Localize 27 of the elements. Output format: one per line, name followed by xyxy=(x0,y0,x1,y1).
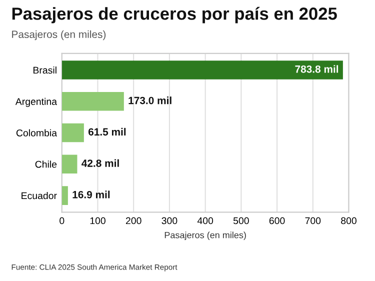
chart-title: Pasajeros de cruceros por país en 2025 xyxy=(12,6,337,24)
x-tick-label: 700 xyxy=(305,217,321,224)
y-tick-label: Ecuador xyxy=(22,192,57,200)
x-tick-label: 800 xyxy=(341,217,356,224)
y-tick-label: Colombia xyxy=(16,129,58,136)
x-tick-label: 300 xyxy=(162,217,178,224)
y-tick-label: Argentina xyxy=(15,98,58,107)
y-tick-label: Chile xyxy=(35,160,57,168)
data-label: 783.8 mil xyxy=(295,65,338,73)
data-label: 61.5 mil xyxy=(88,128,126,136)
bar xyxy=(62,186,68,205)
x-tick-label: 200 xyxy=(126,217,142,224)
y-tick-label: Brasil xyxy=(34,66,56,74)
x-tick-label: 500 xyxy=(233,217,249,224)
x-tick-label: 100 xyxy=(90,217,106,224)
data-label: 173.0 mil xyxy=(128,96,172,104)
chart-subtitle: Pasajeros (en miles) xyxy=(12,30,106,40)
x-tick-label: 400 xyxy=(197,217,214,224)
bar xyxy=(62,60,343,80)
bar xyxy=(62,154,78,174)
bar xyxy=(62,123,84,142)
data-label: 16.9 mil xyxy=(72,190,110,198)
bar xyxy=(62,92,124,111)
x-tick-label: 0 xyxy=(60,217,64,224)
x-axis-title: Pasajeros (en miles) xyxy=(164,232,246,240)
x-tick-label: 600 xyxy=(269,217,285,224)
data-label: 42.8 mil xyxy=(82,159,119,167)
